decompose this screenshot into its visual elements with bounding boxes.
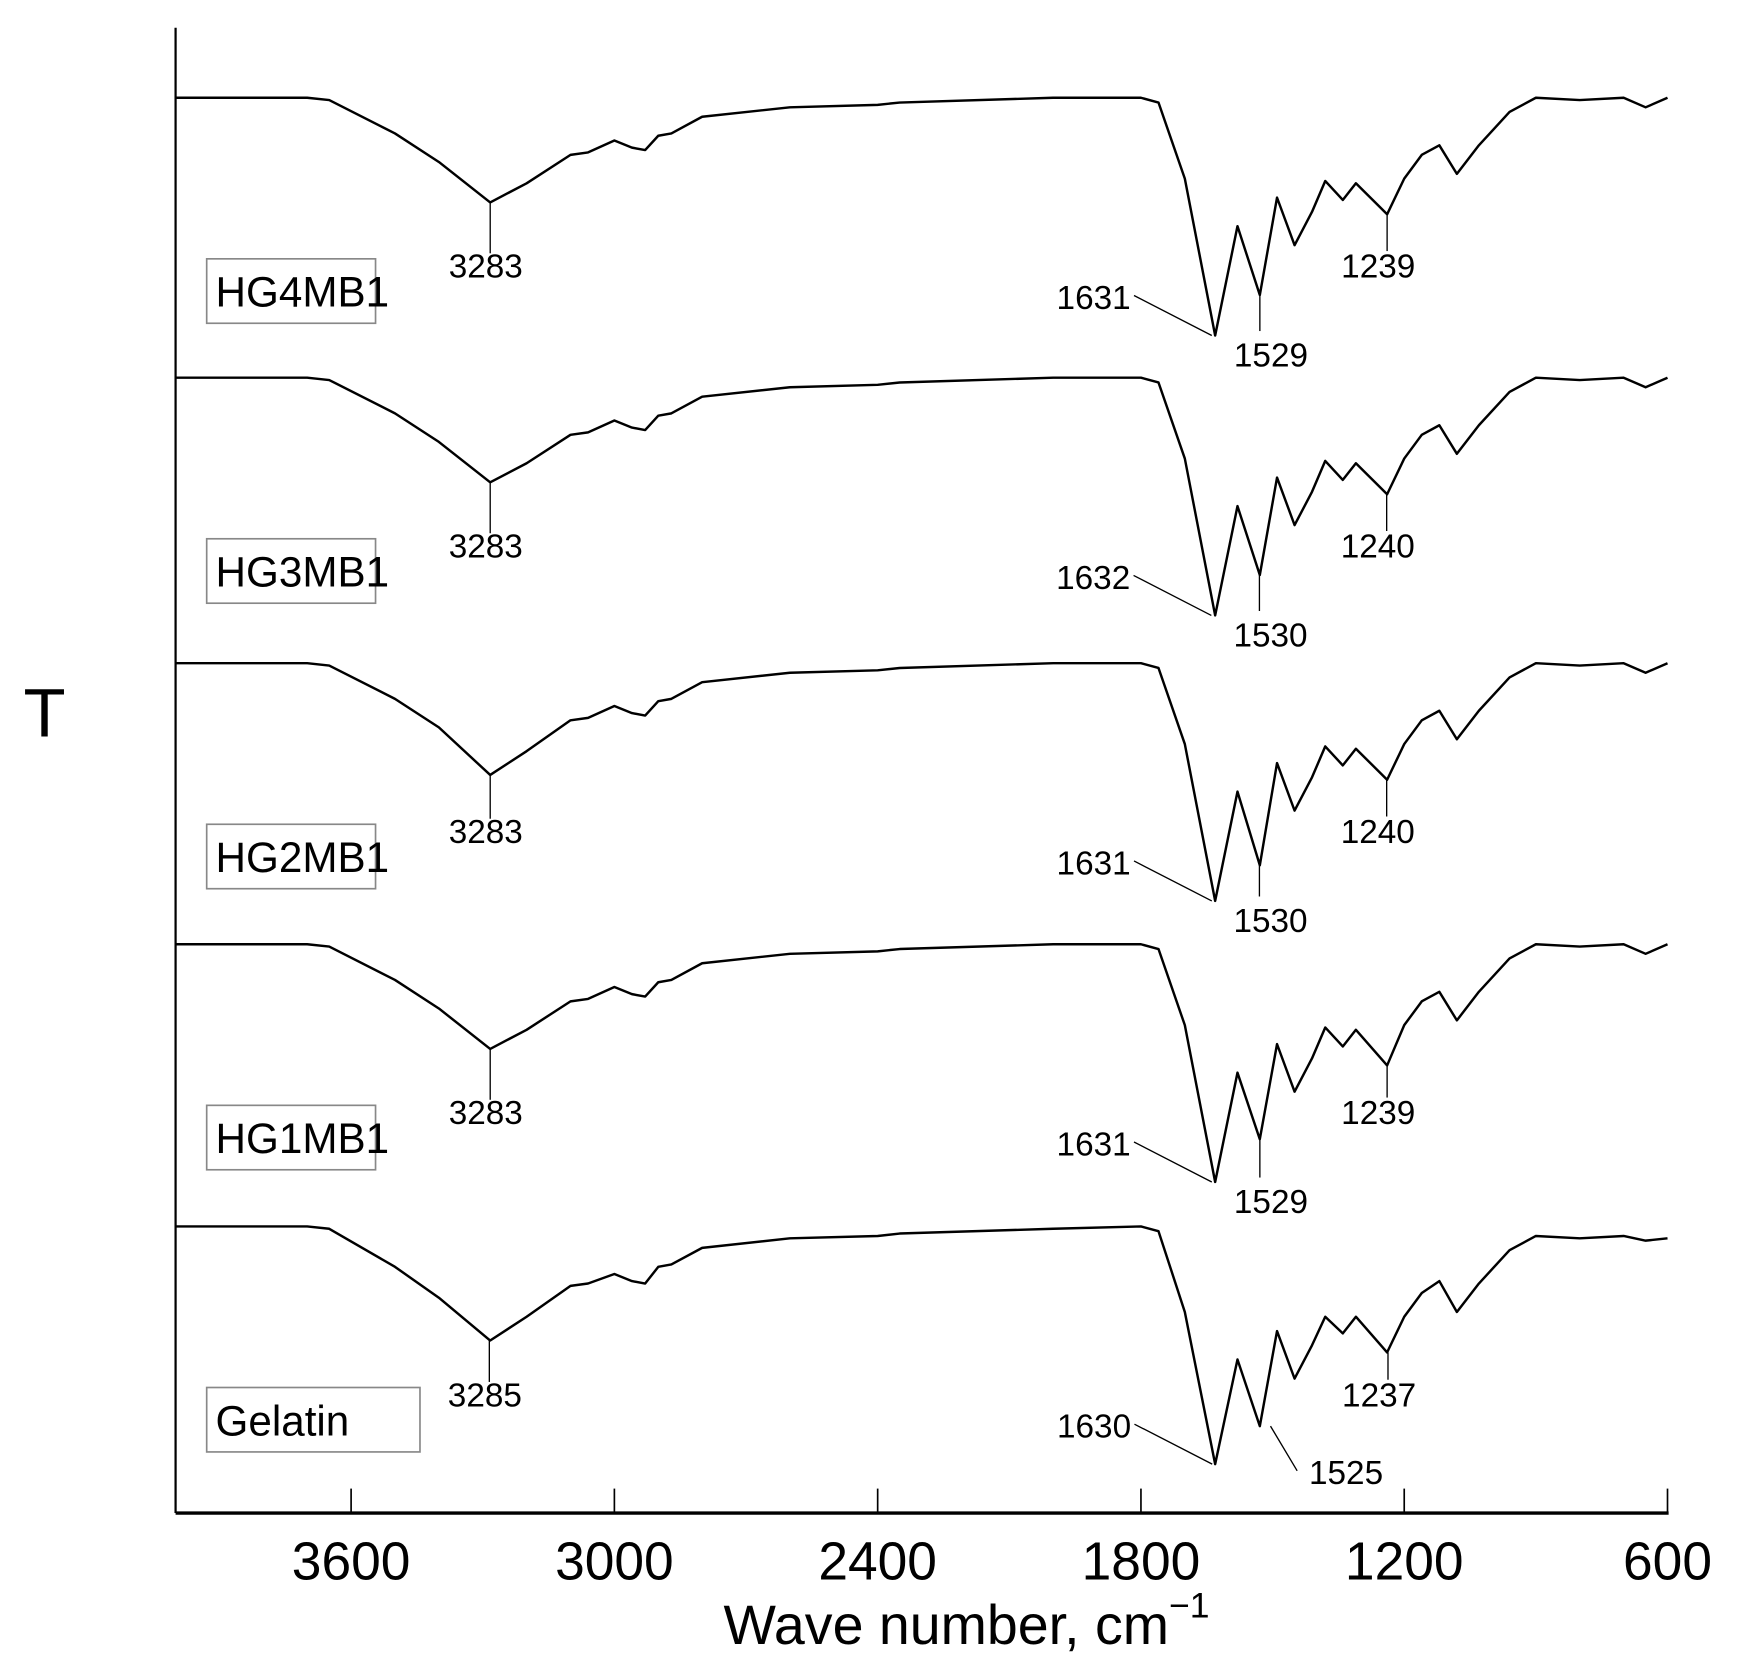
spectrum-line (175, 661, 1668, 903)
peak-label: 1240 (1341, 814, 1415, 851)
legend-box (205, 823, 377, 890)
peak-label: 1239 (1341, 249, 1415, 286)
series-hg1mb1: HG1MB1 3283 1631 1529 1239 (175, 943, 1668, 1221)
x-tick-label: 1800 (1082, 1533, 1201, 1592)
axes (174, 27, 1669, 1515)
x-axis-label-superscript: −1 (1169, 1585, 1210, 1625)
peak-label: 1529 (1234, 338, 1308, 375)
series-hg2mb1: HG2MB1 3283 1631 1530 1240 (175, 661, 1668, 940)
peak-label: 1530 (1233, 618, 1307, 655)
series-gelatin: Gelatin 3285 1630 1525 1237 (175, 1225, 1668, 1492)
peak-label: 3283 (449, 249, 523, 286)
y-axis-label: T (23, 675, 65, 752)
legend-box (205, 1104, 377, 1171)
legend-label: HG4MB1 (216, 269, 390, 316)
spectrum-line (175, 376, 1668, 617)
peak-label: 1237 (1342, 1377, 1416, 1414)
peak-leader-line (1133, 860, 1213, 902)
peak-label: 1630 (1057, 1408, 1131, 1445)
x-tick-label: 2400 (818, 1533, 937, 1592)
legend-label: Gelatin (216, 1397, 350, 1444)
peak-leader-line (1134, 1423, 1213, 1465)
legend-label: HG3MB1 (216, 549, 390, 596)
x-tick-label: 1200 (1345, 1533, 1464, 1592)
series-hg3mb1: HG3MB1 3283 1632 1530 1240 (175, 376, 1668, 655)
peak-label: 1631 (1057, 845, 1131, 882)
peak-label: 1530 (1233, 903, 1307, 940)
legend-box (205, 258, 377, 325)
peak-leader-line (1133, 294, 1213, 337)
x-tick-label: 3600 (292, 1533, 411, 1592)
series-hg4mb1: HG4MB1 3283 1631 1529 1239 (175, 96, 1668, 375)
peak-label: 3283 (449, 814, 523, 851)
spectrum-line (175, 1225, 1668, 1466)
spectrum-line (175, 943, 1668, 1184)
peak-label: 1525 (1309, 1455, 1383, 1492)
legend-box (205, 537, 377, 605)
peak-label: 3283 (449, 529, 523, 566)
spectra-traces: HG4MB1 3283 1631 1529 1239 HG3MB1 3283 1632 1530… (175, 96, 1668, 1492)
x-tick-label: 3000 (555, 1533, 674, 1592)
peak-label: 1529 (1234, 1184, 1308, 1221)
peak-label: 1239 (1341, 1095, 1415, 1132)
spectrum-line (175, 96, 1668, 337)
x-tick-label: 600 (1623, 1533, 1712, 1592)
peak-label: 1631 (1057, 280, 1131, 317)
peak-label: 3285 (448, 1377, 522, 1414)
peak-leader-line (1133, 574, 1212, 617)
peak-label: 3283 (449, 1095, 523, 1132)
x-axis-label: Wave number, cm−1 (724, 1585, 1210, 1656)
legend-label: HG2MB1 (216, 834, 390, 881)
peak-label: 1632 (1056, 560, 1130, 597)
peak-leader-line (1269, 1425, 1298, 1472)
peak-label: 1631 (1057, 1126, 1131, 1163)
x-axis-label-text: Wave number, cm (724, 1594, 1169, 1656)
peak-leader-line (1133, 1141, 1213, 1183)
legend-label: HG1MB1 (216, 1115, 390, 1162)
legend-box (205, 1386, 421, 1453)
x-ticks: 3600 3000 2400 1800 1200 600 (292, 1488, 1712, 1592)
peak-label: 1240 (1341, 529, 1415, 566)
